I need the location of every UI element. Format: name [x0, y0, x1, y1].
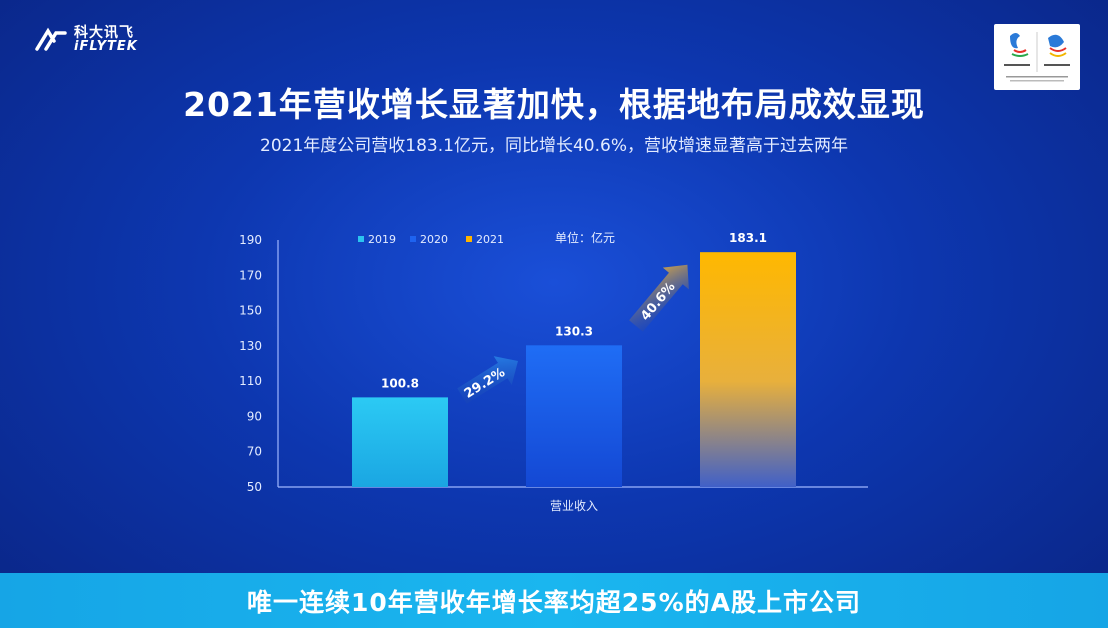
y-tick-label: 130	[239, 339, 262, 353]
data-label-2020: 130.3	[555, 324, 593, 338]
legend-swatch-2020	[410, 236, 416, 242]
bar-2020	[526, 345, 622, 487]
unit-label: 单位：亿元	[555, 230, 615, 245]
legend-swatch-2019	[358, 236, 364, 242]
data-label-2019: 100.8	[381, 376, 419, 390]
bar-2019	[352, 397, 448, 487]
legend-label-2021: 2021	[476, 233, 504, 246]
legend-swatch-2021	[466, 236, 472, 242]
growth-arrow-2021: 40.6%	[629, 264, 689, 332]
x-axis-label: 营业收入	[550, 499, 598, 513]
y-tick-label: 110	[239, 374, 262, 388]
footer-text: 唯一连续10年营收年增长率均超25%的A股上市公司	[247, 587, 861, 617]
y-tick-label: 150	[239, 304, 262, 318]
iflytek-logo: 科大讯飞 iFLYTEK	[34, 26, 138, 53]
y-tick-label: 90	[247, 409, 262, 423]
olympic-partner-badge	[994, 24, 1080, 90]
growth-arrow-2020: 29.2%	[457, 356, 518, 404]
page-title: 2021年营收增长显著加快，根据地布局成效显现	[183, 85, 925, 124]
iflytek-logo-mark-icon	[35, 27, 67, 51]
bar-2021	[700, 252, 796, 487]
growth-arrow-shape	[457, 356, 518, 404]
logo-en-text: iFLYTEK	[74, 39, 138, 54]
legend-label-2020: 2020	[420, 233, 448, 246]
data-label-2021: 183.1	[729, 231, 767, 245]
page-subtitle: 2021年度公司营收183.1亿元，同比增长40.6%，营收增速显著高于过去两年	[260, 136, 848, 156]
growth-arrow-shape	[629, 264, 689, 332]
y-tick-label: 70	[247, 445, 262, 459]
y-tick-label: 190	[239, 233, 262, 247]
logo-cn-text: 科大讯飞	[74, 25, 134, 41]
y-tick-label: 50	[247, 480, 262, 494]
footer-banner: 唯一连续10年营收年增长率均超25%的A股上市公司	[0, 573, 1108, 628]
y-tick-label: 170	[239, 268, 262, 282]
legend-label-2019: 2019	[368, 233, 396, 246]
